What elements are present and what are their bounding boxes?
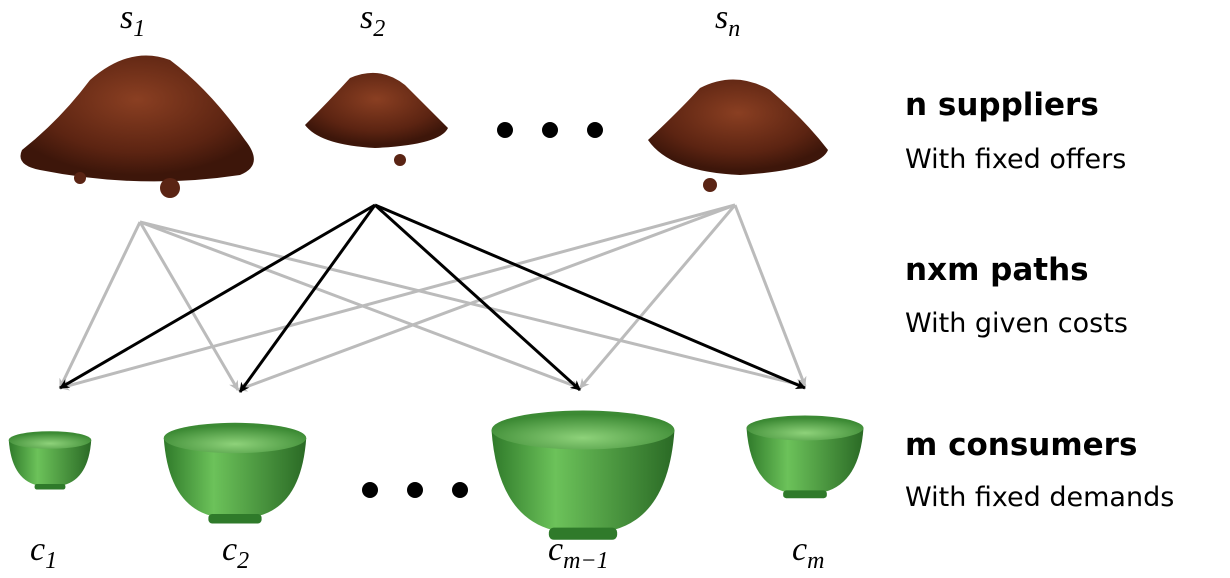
consumer-label: c1	[30, 531, 57, 574]
supplier-piles	[20, 56, 828, 199]
gray-paths	[60, 205, 805, 390]
legend-title: m consumers	[905, 427, 1137, 463]
legend-title: nxm paths	[905, 252, 1089, 288]
supplier-label: s2	[360, 0, 385, 42]
consumer-label: cm	[792, 531, 824, 574]
legend-subtitle: With fixed demands	[905, 482, 1174, 513]
consumer-bowls	[9, 410, 864, 539]
consumer-label: c2	[222, 531, 249, 574]
legend-title: n suppliers	[905, 87, 1099, 123]
legend-subtitle: With fixed offers	[905, 144, 1126, 175]
supplier-label: sn	[715, 0, 740, 42]
legend-subtitle: With given costs	[905, 308, 1128, 339]
supplier-label: s1	[120, 0, 145, 42]
diagram: s1 s2 sn c1 c2 cm−1 cm n suppliers With …	[0, 0, 1230, 578]
